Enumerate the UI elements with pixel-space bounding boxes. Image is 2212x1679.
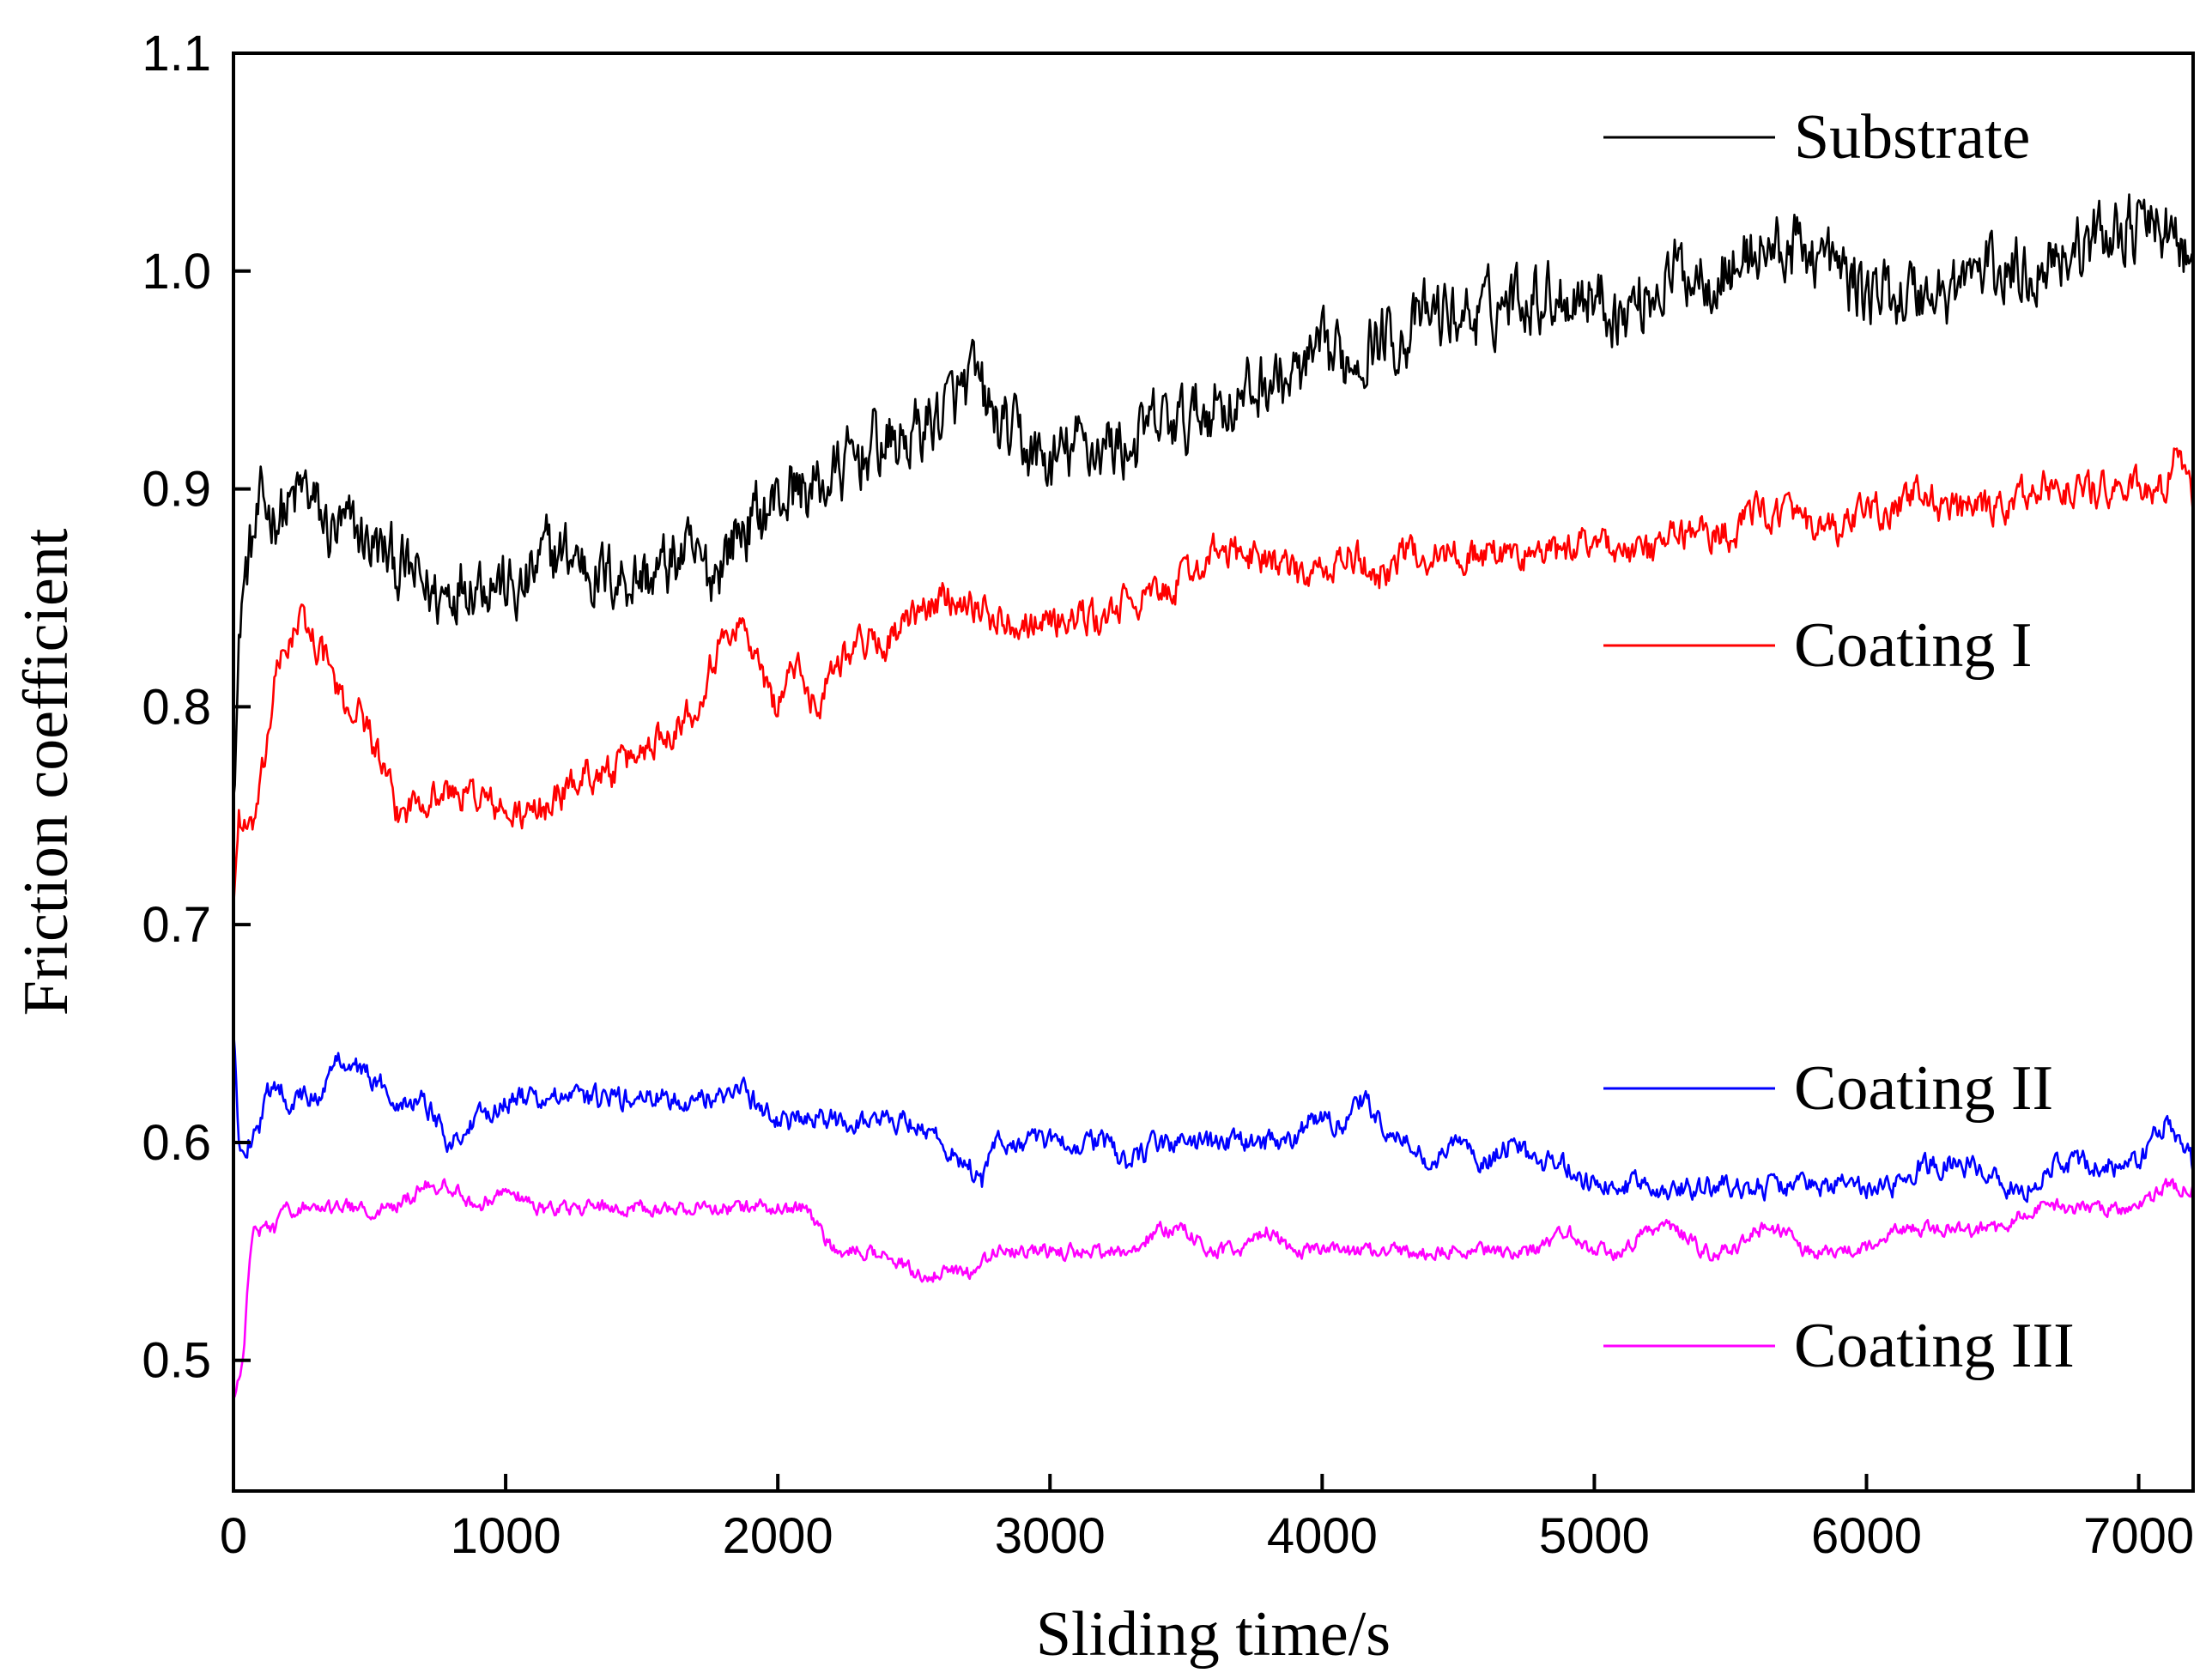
x-tick-label: 4000	[1267, 1508, 1378, 1564]
legend-label-coating-i: Coating I	[1794, 610, 2032, 681]
series-line-coating-iii	[232, 1178, 2195, 1399]
y-axis-title: Friction coefficient	[11, 528, 82, 1015]
y-tick-label: 1.1	[142, 26, 211, 82]
x-tick-label: 1000	[451, 1508, 561, 1564]
x-axis-title: Sliding time/s	[1036, 1599, 1391, 1670]
y-tick-label: 0.9	[142, 462, 211, 518]
y-tick-label: 0.7	[142, 897, 211, 953]
y-tick-label: 1.0	[142, 244, 211, 300]
series-line-substrate	[232, 193, 2195, 800]
x-tick-label: 7000	[2083, 1508, 2194, 1564]
series-line-coating-ii	[232, 1031, 2195, 1203]
y-tick-label: 0.6	[142, 1115, 211, 1171]
series-line-coating-i	[232, 447, 2195, 908]
x-tick-label: 3000	[995, 1508, 1106, 1564]
x-tick-label: 6000	[1811, 1508, 1922, 1564]
legend-label-coating-ii: Coating II	[1794, 1053, 2053, 1124]
x-tick-label: 0	[220, 1508, 247, 1564]
legend-label-coating-iii: Coating III	[1794, 1311, 2075, 1381]
y-tick-label: 0.8	[142, 679, 211, 735]
x-tick-label: 5000	[1539, 1508, 1650, 1564]
y-tick-label: 0.5	[142, 1333, 211, 1389]
legend: Substrate Coating I Coating II Coating I…	[1603, 102, 2075, 1381]
legend-label-substrate: Substrate	[1794, 102, 2030, 173]
x-tick-label: 2000	[723, 1508, 833, 1564]
series-layer	[232, 193, 2195, 1399]
ticks-layer: 0 1000 2000 3000 4000 5000 6000 7000 0.5 0.6 0.7 0.…	[142, 26, 2194, 1564]
plot-frame	[232, 52, 2195, 1493]
